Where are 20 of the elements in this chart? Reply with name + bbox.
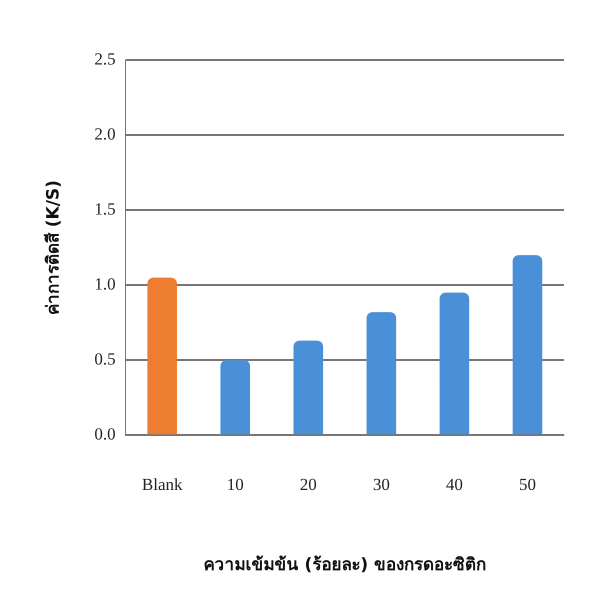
y-tick-label: 2.0 xyxy=(94,124,116,144)
bar xyxy=(440,292,470,434)
y-axis-title: ค่าการติดสี (K/S) xyxy=(42,180,64,316)
x-tick-label: 50 xyxy=(518,474,536,494)
bar xyxy=(294,340,324,434)
y-tick-label: 1.0 xyxy=(94,274,116,294)
bar xyxy=(147,278,177,434)
x-tick-label: 20 xyxy=(300,474,317,494)
x-tick-label: 40 xyxy=(446,474,463,494)
x-tick-label: Blank xyxy=(142,474,183,494)
bar xyxy=(366,312,396,434)
y-tick-label: 0.5 xyxy=(94,350,116,369)
x-tick-label: 10 xyxy=(226,474,244,494)
y-tick-label: 0.0 xyxy=(94,424,116,444)
bar xyxy=(512,255,542,434)
y-tick-label: 1.5 xyxy=(94,200,116,219)
x-axis-title: ความเข้มข้น (ร้อยละ) ของกรดอะซิติก xyxy=(204,555,486,576)
x-tick-label: 30 xyxy=(372,474,390,494)
bar xyxy=(220,360,250,434)
y-tick-label: 2.5 xyxy=(94,49,116,68)
